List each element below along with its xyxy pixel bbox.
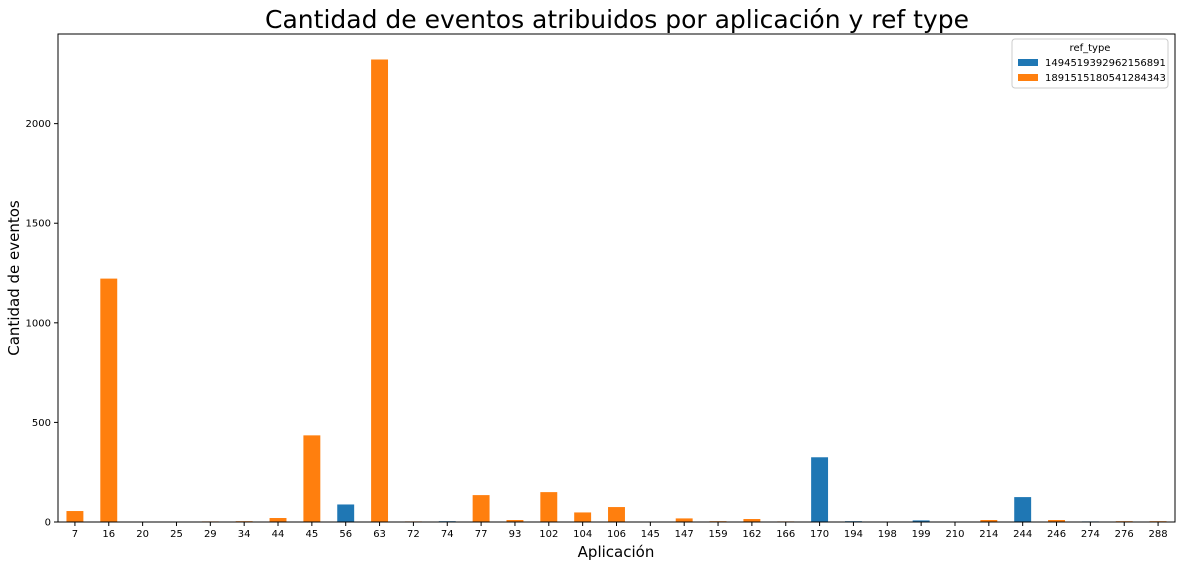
x-tick-label-25: 25 (170, 529, 183, 540)
bar-63-series-1 (371, 59, 389, 522)
bar-102-series-1 (540, 492, 558, 522)
x-tick-label-214: 214 (979, 529, 998, 540)
x-tick-label-194: 194 (844, 529, 863, 540)
bar-93-series-1 (506, 520, 524, 522)
y-axis-label: Cantidad de eventos (5, 200, 23, 356)
bar-44-series-1 (269, 518, 287, 522)
x-tick-label-16: 16 (102, 529, 115, 540)
x-tick-label-276: 276 (1115, 529, 1134, 540)
x-tick-label-29: 29 (204, 529, 217, 540)
x-tick-label-210: 210 (945, 529, 964, 540)
bars-layer (66, 59, 1167, 522)
chart-title: Cantidad de eventos atribuidos por aplic… (265, 5, 969, 34)
y-tick-label-1000: 1000 (26, 318, 51, 329)
legend-swatch-series-0 (1018, 59, 1038, 66)
x-tick-label-7: 7 (72, 529, 78, 540)
legend-entry-series-1: 1891515180541284343 (1045, 73, 1166, 84)
bar-104-series-1 (574, 512, 592, 522)
bar-106-series-1 (608, 507, 625, 522)
x-tick-label-93: 93 (509, 529, 522, 540)
x-tick-label-170: 170 (810, 529, 829, 540)
x-tick-label-159: 159 (708, 529, 727, 540)
x-tick-label-77: 77 (475, 529, 488, 540)
bar-246-series-1 (1048, 520, 1065, 522)
legend: ref_type 1494519392962156891 18915151805… (1011, 38, 1169, 89)
x-tick-label-246: 246 (1047, 529, 1066, 540)
x-tick-label-199: 199 (912, 529, 931, 540)
x-tick-label-166: 166 (776, 529, 795, 540)
bar-214-series-1 (980, 520, 998, 522)
x-tick-label-45: 45 (305, 529, 318, 540)
x-tick-label-244: 244 (1013, 529, 1032, 540)
x-tick-label-34: 34 (238, 529, 251, 540)
bar-45-series-1 (303, 435, 321, 522)
legend-title: ref_type (1070, 43, 1111, 54)
y-axis: 0 500 1000 1500 2000 (26, 119, 58, 529)
bar-147-series-1 (675, 518, 693, 522)
y-tick-label-500: 500 (32, 418, 51, 429)
bar-56-series-0 (337, 504, 355, 522)
y-tick-label-0: 0 (45, 518, 51, 529)
x-tick-label-162: 162 (742, 529, 761, 540)
x-tick-label-72: 72 (407, 529, 420, 540)
x-tick-label-198: 198 (878, 529, 897, 540)
x-tick-label-74: 74 (441, 529, 454, 540)
plot-frame (57, 33, 1176, 523)
y-tick-label-1500: 1500 (26, 219, 51, 230)
x-tick-label-102: 102 (539, 529, 558, 540)
x-tick-label-63: 63 (373, 529, 386, 540)
bar-7-series-1 (66, 511, 84, 522)
bar-77-series-1 (472, 495, 490, 522)
legend-frame (1011, 38, 1169, 89)
legend-swatch-series-1 (1018, 74, 1038, 81)
x-tick-label-20: 20 (136, 529, 149, 540)
bar-16-series-1 (100, 278, 118, 522)
x-tick-label-147: 147 (675, 529, 694, 540)
x-tick-label-106: 106 (607, 529, 626, 540)
x-axis-label: Aplicación (578, 543, 655, 561)
x-tick-label-288: 288 (1149, 529, 1168, 540)
x-tick-label-274: 274 (1081, 529, 1100, 540)
bar-199-series-0 (912, 520, 930, 522)
bar-162-series-1 (743, 519, 761, 522)
x-tick-label-44: 44 (272, 529, 285, 540)
legend-entry-series-0: 1494519392962156891 (1045, 58, 1166, 69)
bar-244-series-0 (1014, 497, 1032, 522)
x-tick-label-104: 104 (573, 529, 592, 540)
x-tick-label-56: 56 (339, 529, 352, 540)
bar-170-series-0 (811, 457, 829, 522)
x-axis: 7 16 20 25 29 34 44 45 56 63 72 74 77 93 102 104 106 145 1… (72, 522, 1168, 540)
x-tick-label-145: 145 (641, 529, 660, 540)
y-tick-label-2000: 2000 (26, 119, 51, 130)
